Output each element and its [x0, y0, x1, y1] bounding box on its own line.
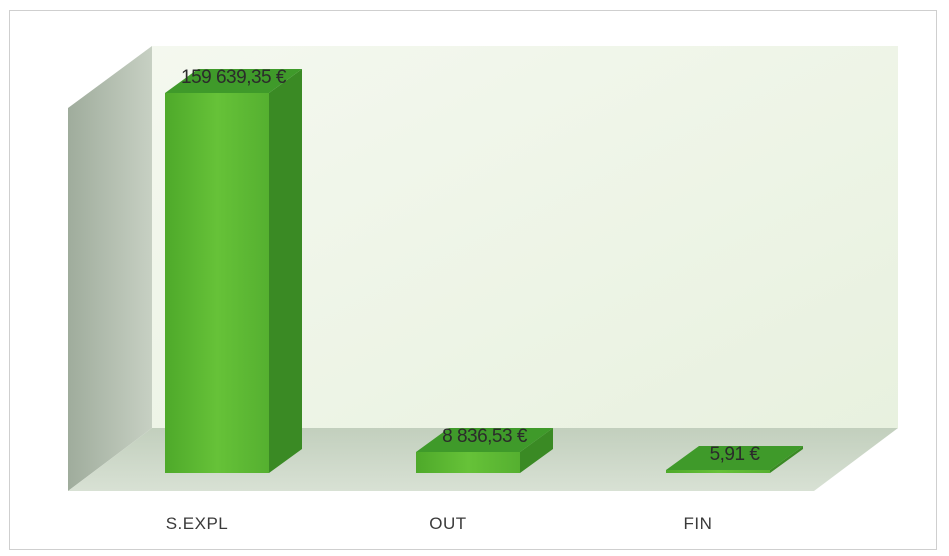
bar-side-face: [770, 446, 803, 473]
bar-side-face: [520, 427, 553, 473]
data-label: 5,91 €: [710, 444, 761, 465]
category-label: OUT: [429, 514, 466, 533]
bar-s-expl: [165, 69, 302, 473]
bar-front-face: [666, 470, 770, 473]
chart-walls: [68, 46, 898, 491]
category-axis: S.EXPL OUT FIN: [166, 514, 713, 533]
bar-front-face: [165, 93, 269, 473]
bar-side-face: [269, 69, 302, 473]
bar-front-face: [416, 451, 520, 473]
bar-top-face: [666, 446, 803, 470]
data-label: 159 639,35 €: [181, 67, 287, 88]
data-labels: 159 639,35 € 8 836,53 € 5,91 €: [181, 67, 761, 465]
category-label: FIN: [684, 514, 713, 533]
bar-fin: [666, 446, 803, 473]
bar-out: [416, 427, 553, 473]
bar-top-face: [165, 69, 302, 93]
bar-top-face: [416, 427, 553, 452]
back-wall: [152, 46, 898, 428]
category-label: S.EXPL: [166, 514, 229, 533]
bar-series: [165, 69, 803, 473]
data-label: 8 836,53 €: [442, 426, 528, 447]
side-wall: [68, 46, 152, 491]
